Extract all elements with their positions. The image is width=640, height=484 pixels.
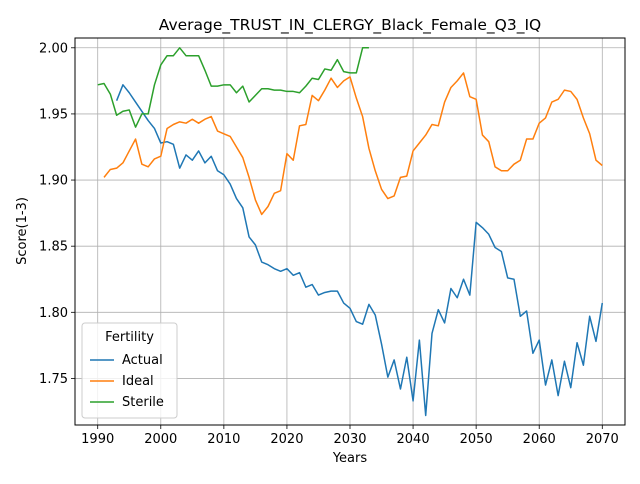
legend: Fertility Actual Ideal Sterile (81, 322, 178, 419)
y-axis-title: Score(1-3) (15, 197, 30, 265)
grid (75, 38, 625, 425)
legend-label-actual: Actual (122, 353, 163, 368)
legend-title: Fertility (105, 330, 154, 345)
x-tick-label: 2020 (270, 432, 303, 447)
legend-label-ideal: Ideal (122, 374, 154, 389)
axis-ticks: 1990 2000 2010 2020 2030 2040 2050 2060 2070 1.75… (39, 41, 619, 447)
x-tick-label: 2050 (460, 432, 493, 447)
series-line-actual (115, 84, 604, 417)
x-tick-label: 2010 (207, 432, 240, 447)
x-tick-label: 2070 (586, 432, 619, 447)
x-tick-label: 2030 (333, 432, 366, 447)
legend-box (81, 322, 178, 419)
y-tick-label: 1.90 (39, 174, 68, 189)
series-line-ideal (103, 72, 603, 216)
legend-label-sterile: Sterile (122, 395, 164, 410)
x-tick-label: 2040 (397, 432, 430, 447)
plot-lines (97, 47, 604, 417)
x-tick-label: 2000 (144, 432, 177, 447)
y-tick-label: 2.00 (39, 41, 68, 56)
y-tick-label: 1.75 (39, 372, 68, 387)
y-tick-label: 1.85 (39, 240, 68, 255)
y-tick-label: 1.80 (39, 306, 68, 321)
x-tick-label: 2060 (523, 432, 556, 447)
x-axis-title: Years (332, 451, 368, 466)
chart-title: Average_TRUST_IN_CLERGY_Black_Female_Q3_… (159, 16, 542, 35)
y-tick-label: 1.95 (39, 107, 68, 122)
series-line-sterile (97, 47, 369, 128)
x-tick-label: 1990 (81, 432, 114, 447)
